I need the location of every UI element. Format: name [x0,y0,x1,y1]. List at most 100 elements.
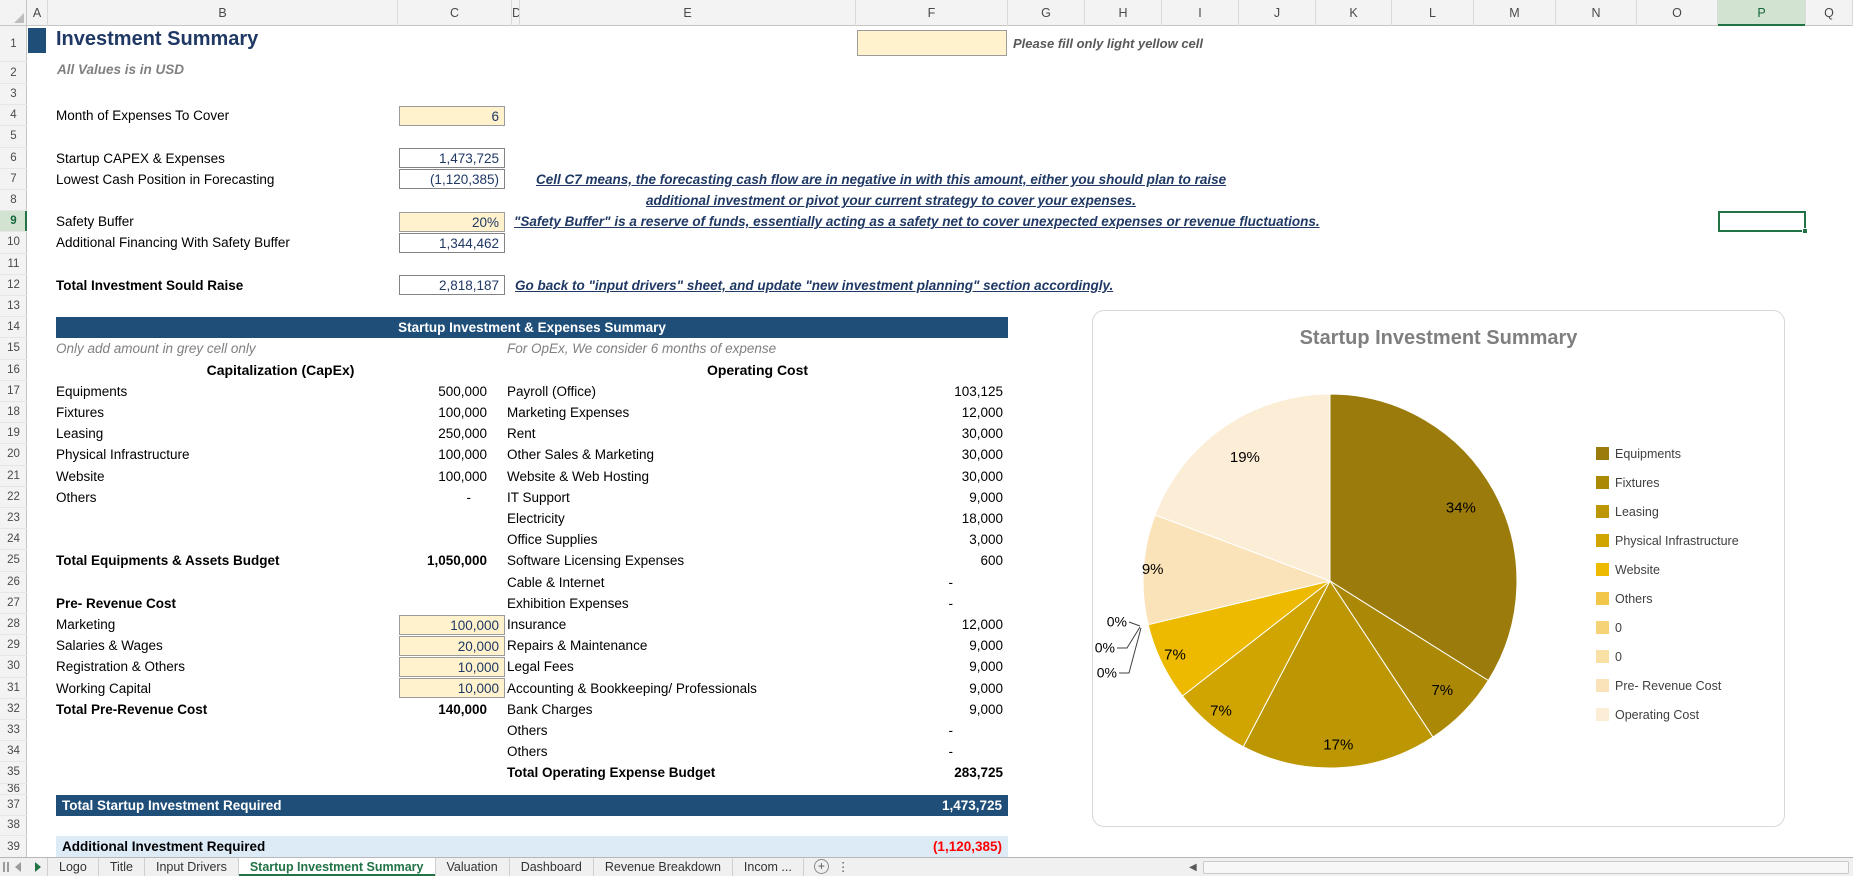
column-header-C[interactable]: C [398,0,512,26]
input-cell-row7[interactable]: (1,120,385) [399,169,505,190]
row-header-21[interactable]: 21 [0,466,27,487]
opex-total-label[interactable]: Total Operating Expense Budget [507,765,716,781]
capex-item-value[interactable]: 100,000 [438,405,487,420]
opex-item-label[interactable]: Repairs & Maintenance [507,638,648,654]
opex-item-value[interactable]: 600 [980,553,1003,569]
row-header-29[interactable]: 29 [0,635,27,657]
row-header-12[interactable]: 12 [0,275,27,296]
row-header-4[interactable]: 4 [0,105,27,127]
opex-item-label[interactable]: Cable & Internet [507,574,605,590]
input-label-row12[interactable]: Total Investment Sould Raise [56,277,244,293]
capex-item-label[interactable]: Others [56,489,97,505]
legend-item-physical-infrastructure[interactable]: Physical Infrastructure [1596,526,1739,555]
capex-item-value[interactable]: 250,000 [438,426,487,442]
pie-slice-leasing[interactable] [1242,580,1434,769]
row-headers[interactable]: 1 2 3 4 5 6 7 8 9 10 11 12 13 14 15 16 17 18 19 20 21 22 23 24 2… [0,26,27,858]
row-header-35[interactable]: 35 [0,762,27,784]
row-header-19[interactable]: 19 [0,423,27,445]
column-header-D[interactable]: D [512,0,520,26]
column-header-A[interactable]: A [27,0,48,26]
capex-item-value[interactable]: 500,000 [438,383,487,399]
capex-item-label[interactable]: Leasing [56,426,104,442]
row-header-14[interactable]: 14 [0,317,27,339]
row-header-11[interactable]: 11 [0,254,27,275]
row-header-38[interactable]: 38 [0,816,27,836]
input-cell-row6[interactable]: 1,473,725 [399,148,505,169]
row-header-22[interactable]: 22 [0,487,27,508]
row-header-30[interactable]: 30 [0,656,27,678]
legend-item-equipments[interactable]: Equipments [1596,439,1739,468]
opex-item-label[interactable]: Others [507,744,548,760]
opex-item-label[interactable]: Legal Fees [507,659,574,675]
row-header-17[interactable]: 17 [0,381,27,402]
opex-item-value[interactable]: - [948,744,954,760]
input-label-row10[interactable]: Additional Financing With Safety Buffer [56,235,290,251]
column-header-N[interactable]: N [1556,0,1637,26]
capex-item-label[interactable]: Fixtures [56,405,105,420]
prerevenue-input-cell-row30[interactable]: 10,000 [399,656,505,678]
legend-item-leasing[interactable]: Leasing [1596,497,1739,526]
sheet-tab-revenue-breakdown[interactable]: Revenue Breakdown [594,858,733,876]
row-header-5[interactable]: 5 [0,126,27,148]
opex-item-value[interactable]: 3,000 [969,532,1003,548]
horizontal-scrollbar[interactable]: ◀ [1185,858,1853,876]
row-header-13[interactable]: 13 [0,296,27,318]
opex-item-label[interactable]: Others [507,723,548,738]
capex-item-value[interactable]: 100,000 [438,447,487,463]
opex-item-label[interactable]: Website & Web Hosting [507,468,650,484]
row-header-37[interactable]: 37 [0,795,27,817]
column-header-L[interactable]: L [1392,0,1474,26]
input-cell-row4[interactable]: 6 [399,105,505,126]
row-header-28[interactable]: 28 [0,614,27,636]
prerevenue-total-value[interactable]: 140,000 [438,701,487,717]
capex-item-label[interactable]: Equipments [56,383,128,399]
sheet-tab-input-drivers[interactable]: Input Drivers [145,858,239,876]
opex-item-label[interactable]: Marketing Expenses [507,405,630,420]
opex-item-value[interactable]: 9,000 [969,489,1003,505]
legend-item-others[interactable]: Others [1596,584,1739,613]
opex-item-label[interactable]: IT Support [507,489,570,505]
select-all-corner[interactable] [0,0,27,26]
input-label-row7[interactable]: Lowest Cash Position in Forecasting [56,171,275,187]
capex-item-value[interactable]: 100,000 [438,468,487,484]
input-cell-row12[interactable]: 2,818,187 [399,275,505,296]
input-label-row6[interactable]: Startup CAPEX & Expenses [56,150,225,166]
row-header-34[interactable]: 34 [0,741,27,763]
f1-input-cell[interactable] [857,30,1007,56]
sheet-tab-title[interactable]: Title [99,858,145,876]
prerevenue-input-cell-row29[interactable]: 20,000 [399,635,505,656]
total-investment-banner[interactable]: Total Startup Investment Required 1,473,… [56,795,1008,817]
opex-item-value[interactable]: 30,000 [961,447,1003,463]
row-header-16[interactable]: 16 [0,360,27,381]
pie-slice-pre-revenue-cost[interactable] [1142,514,1332,626]
sheet-tab-startup-investment-summary[interactable]: Startup Investment Summary [238,858,436,876]
column-headers[interactable]: ABCDEFGHIJKLMNOPQ [0,0,1853,26]
row-header-33[interactable]: 33 [0,720,27,742]
input-label-row4[interactable]: Month of Expenses To Cover [56,108,230,124]
row-header-26[interactable]: 26 [0,572,27,593]
row-header-20[interactable]: 20 [0,444,27,466]
opex-total-value[interactable]: 283,725 [954,765,1003,781]
row-header-39[interactable]: 39 [0,836,27,858]
sheet-tab-dashboard[interactable]: Dashboard [510,858,594,876]
opex-item-value[interactable]: 30,000 [961,426,1003,442]
capex-total-label[interactable]: Total Equipments & Assets Budget [56,553,280,569]
column-header-K[interactable]: K [1316,0,1392,26]
additional-investment-banner[interactable]: Additional Investment Required (1,120,38… [56,836,1008,858]
summary-banner[interactable]: Startup Investment & Expenses Summary [56,317,1008,339]
opex-item-label[interactable]: Electricity [507,511,565,526]
selected-cell[interactable] [1718,211,1808,235]
opex-item-value[interactable]: 18,000 [961,511,1003,526]
prev-sheet-arrow-icon[interactable] [15,862,21,872]
capex-item-label[interactable]: Website [56,468,105,484]
capex-item-value[interactable]: - [466,489,472,505]
row-header-27[interactable]: 27 [0,593,27,614]
tab-options-dots-icon[interactable]: ⋮ [836,860,850,874]
scrollbar-track[interactable] [1202,860,1849,874]
fill-handle[interactable] [1802,228,1808,235]
pie-slice-operating-cost[interactable] [1154,393,1331,582]
opex-item-label[interactable]: Accounting & Bookkeeping/ Professionals [507,680,757,696]
legend-item-operating-cost[interactable]: Operating Cost [1596,700,1739,729]
legend-item-website[interactable]: Website [1596,555,1739,584]
opex-item-label[interactable]: Office Supplies [507,532,598,548]
